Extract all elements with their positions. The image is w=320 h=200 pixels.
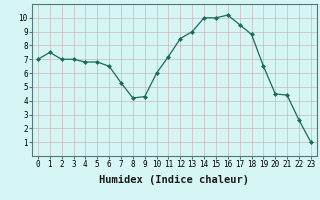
X-axis label: Humidex (Indice chaleur): Humidex (Indice chaleur) xyxy=(100,175,249,185)
